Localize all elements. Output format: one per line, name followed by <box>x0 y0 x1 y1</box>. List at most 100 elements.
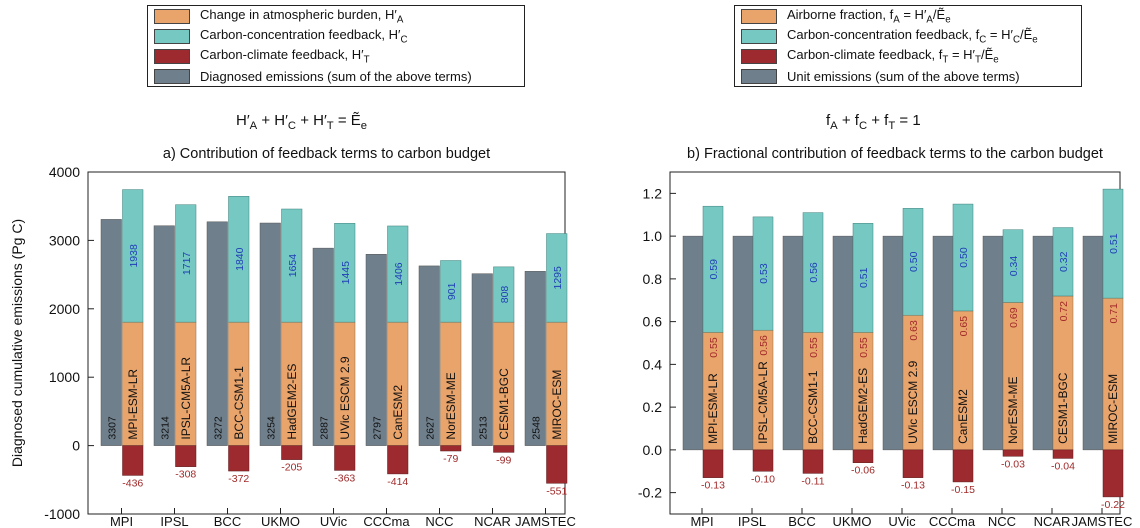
chart-title: b) Fractional contribution of feedback t… <box>687 146 1103 162</box>
concentration-value-label: 1406 <box>393 262 405 286</box>
airborne-fraction-label: 0.55 <box>858 337 870 358</box>
airborne-fraction-label: 0.71 <box>1108 303 1120 324</box>
concentration-bar <box>493 266 515 323</box>
legend-item: Unit emissions (sum of the above terms) <box>735 66 1081 86</box>
climate-value-label: -0.13 <box>701 480 725 492</box>
concentration-value-label: 0.32 <box>1058 251 1070 272</box>
model-name-label: MPI-ESM-LR <box>706 373 720 444</box>
legend-swatch <box>741 68 777 84</box>
concentration-value-label: 1938 <box>128 244 140 268</box>
concentration-bar <box>334 223 356 323</box>
concentration-bar <box>1052 227 1074 297</box>
x-tick-label: NCAR <box>1034 514 1071 528</box>
legend-label: Carbon-concentration feedback, fC = H′C/… <box>787 26 1038 46</box>
concentration-value-label: 0.51 <box>858 267 870 288</box>
x-tick-label: JAMSTEC <box>1072 514 1133 528</box>
model-name-label: CanESM2 <box>956 389 970 444</box>
model-name-label: HadGEM2-ES <box>285 364 299 440</box>
climate-value-label: -308 <box>175 469 196 481</box>
x-tick-label: UKMO <box>261 514 300 528</box>
concentration-value-label: 1840 <box>234 247 246 271</box>
x-tick-label: MPI <box>110 514 133 528</box>
legend-label: Unit emissions (sum of the above terms) <box>787 68 1020 84</box>
emissions-bar <box>732 235 754 451</box>
emissions-bar <box>782 235 804 451</box>
legend-swatch <box>154 48 190 64</box>
concentration-bar <box>702 205 724 333</box>
emissions-bar <box>418 265 440 446</box>
legend-label: Airborne fraction, fA = H′A/Ẽe <box>787 6 951 26</box>
legend-swatch <box>154 28 190 44</box>
model-name-label: HadGEM2-ES <box>856 368 870 444</box>
emissions-bar <box>682 235 704 451</box>
legend-item: Carbon-concentration feedback, fC = H′C/… <box>735 26 1081 46</box>
model-name-label: UVic ESCM 2.9 <box>338 356 352 439</box>
concentration-value-label: 0.34 <box>1008 256 1020 277</box>
legend-item: Diagnosed emissions (sum of the above te… <box>148 66 524 86</box>
climate-value-label: -79 <box>443 453 458 465</box>
emissions-bar <box>259 222 281 446</box>
concentration-bar <box>281 208 303 323</box>
climate-value-label: -0.15 <box>951 484 975 496</box>
emissions-bar <box>882 235 904 451</box>
concentration-bar <box>952 203 974 312</box>
emissions-bar <box>153 225 175 446</box>
climate-value-label: -0.03 <box>1001 458 1025 470</box>
emissions-bar <box>1032 235 1054 451</box>
emissions-bar <box>471 273 493 446</box>
climate-bar <box>546 445 568 484</box>
y-tick-label: 0.4 <box>643 356 663 372</box>
climate-value-label: -0.04 <box>1051 460 1075 472</box>
model-name-label: NorESM-ME <box>1006 377 1020 444</box>
emissions-bar <box>100 219 122 446</box>
concentration-bar <box>1102 188 1124 299</box>
concentration-bar <box>1002 229 1024 303</box>
emissions-value-label: 3254 <box>265 416 277 440</box>
x-tick-label: NCAR <box>474 514 511 528</box>
model-name-label: MPI-ESM-LR <box>126 369 140 440</box>
concentration-value-label: 0.51 <box>1108 233 1120 254</box>
x-tick-label: IPSL <box>160 514 188 528</box>
model-name-label: BCC-CSM1-1 <box>232 366 246 440</box>
airborne-fraction-label: 0.69 <box>1008 307 1020 328</box>
climate-value-label: -0.06 <box>851 465 875 477</box>
airborne-fraction-label: 0.55 <box>808 337 820 358</box>
y-tick-label: 0.0 <box>643 442 663 458</box>
x-tick-label: JAMSTEC <box>515 514 576 528</box>
emissions-value-label: 3272 <box>212 416 224 440</box>
legend-item: Airborne fraction, fA = H′A/Ẽe <box>735 6 1081 26</box>
equation-panel-a: H′A + H′C + H′T = Ẽe <box>236 112 368 132</box>
legend-label: Diagnosed emissions (sum of the above te… <box>200 68 472 84</box>
model-name-label: IPSL-CM5A-LR <box>179 357 193 440</box>
climate-bar <box>802 449 824 474</box>
model-name-label: IPSL-CM5A-LR <box>756 361 770 444</box>
y-tick-label: 1000 <box>49 369 80 385</box>
x-tick-label: UVic <box>320 514 348 528</box>
x-tick-label: IPSL <box>738 514 766 528</box>
climate-value-label: -0.11 <box>801 475 824 487</box>
concentration-value-label: 0.50 <box>908 251 920 272</box>
x-tick-label: CCCma <box>929 514 976 528</box>
emissions-value-label: 2797 <box>371 416 383 440</box>
emissions-bar <box>365 254 387 446</box>
concentration-value-label: 1654 <box>287 254 299 278</box>
concentration-bar <box>852 223 874 333</box>
concentration-bar <box>752 216 774 331</box>
equation-panel-b: fA + fC + fT = 1 <box>826 112 921 132</box>
model-name-label: NorESM-ME <box>444 372 458 439</box>
concentration-value-label: 808 <box>499 286 511 304</box>
y-tick-label: 2000 <box>49 301 80 317</box>
concentration-bar <box>387 225 409 323</box>
climate-bar <box>752 449 774 472</box>
airborne-fraction-label: 0.56 <box>758 335 770 356</box>
emissions-value-label: 3307 <box>106 416 118 440</box>
climate-bar <box>852 449 874 463</box>
y-tick-label: 0.6 <box>643 314 663 330</box>
y-tick-label: -0.2 <box>638 485 662 501</box>
concentration-value-label: 1295 <box>552 266 564 290</box>
emissions-value-label: 2513 <box>477 416 489 440</box>
airborne-fraction-label: 0.65 <box>958 316 970 337</box>
y-tick-label: 3000 <box>49 232 80 248</box>
model-name-label: UVic ESCM 2.9 <box>906 360 920 443</box>
emissions-value-label: 2627 <box>424 416 436 440</box>
